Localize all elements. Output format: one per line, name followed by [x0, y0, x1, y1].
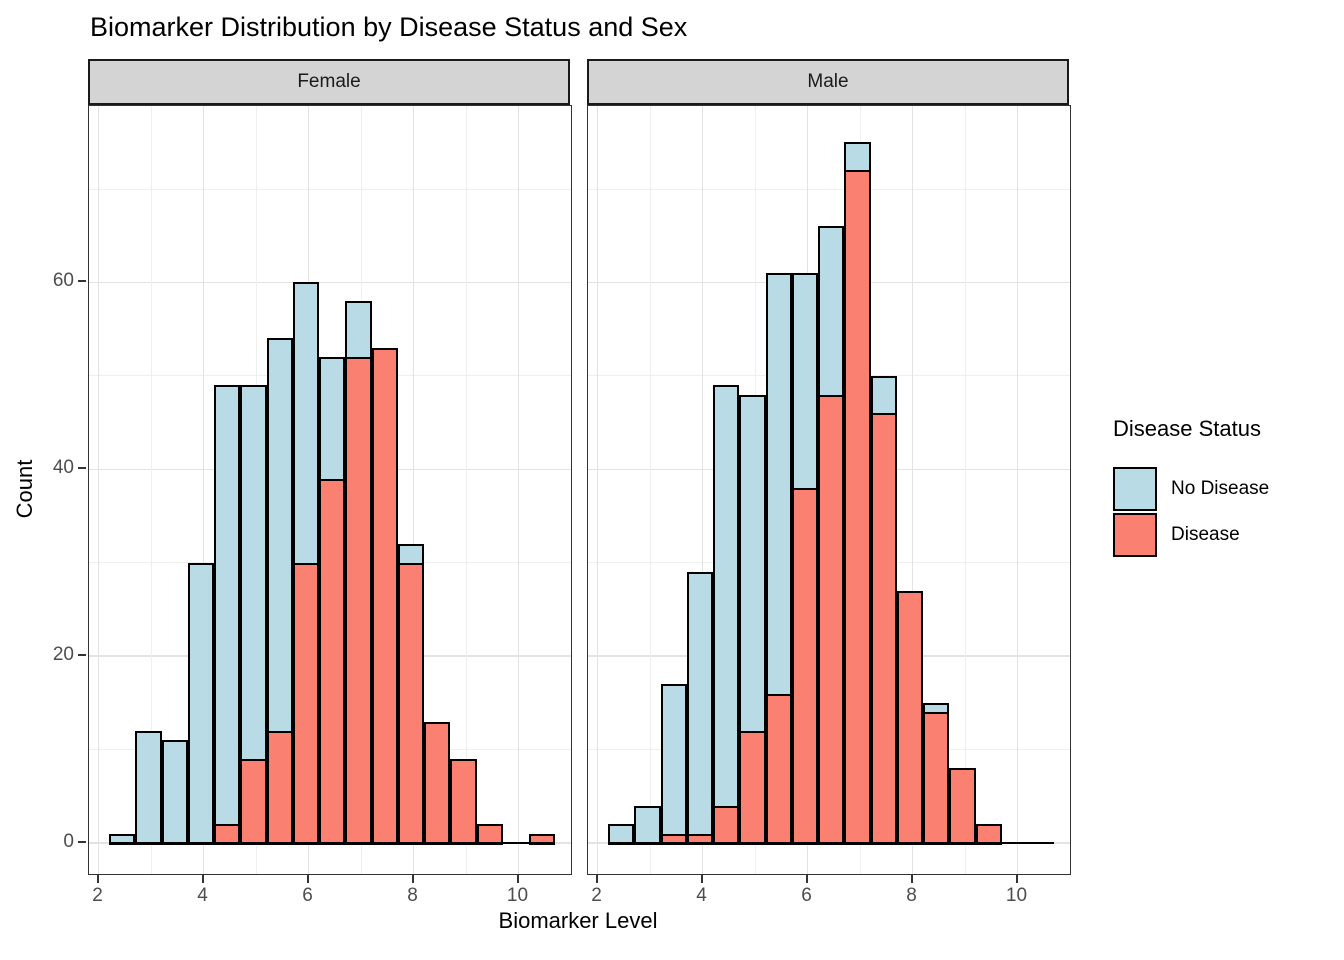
- gridline-y-minor: [588, 188, 1070, 190]
- bar-disease: [476, 824, 503, 845]
- bar-disease: [319, 478, 346, 845]
- facet-strip-female: Female: [88, 59, 570, 105]
- legend-entry-no-disease: No Disease: [1113, 466, 1269, 512]
- y-tick-label: 60: [52, 270, 74, 292]
- bar-disease: [739, 730, 766, 845]
- gridline-x-major: [1016, 106, 1019, 874]
- y-tick-label: 40: [52, 457, 74, 479]
- gridline-y-major: [89, 281, 571, 284]
- gridline-x-major: [202, 106, 205, 874]
- gridline-x-minor: [964, 106, 966, 874]
- bar-no-disease: [660, 684, 687, 845]
- chart-title: Biomarker Distribution by Disease Status…: [90, 12, 688, 42]
- x-tick-label: 4: [197, 885, 208, 906]
- x-tick-mark: [700, 875, 703, 883]
- gridline-y-minor: [89, 188, 571, 190]
- x-tick-mark: [516, 875, 519, 883]
- bar-disease: [450, 758, 477, 845]
- gridline-x-major: [97, 106, 100, 874]
- bar-no-disease: [161, 740, 188, 845]
- x-tick-mark: [595, 875, 598, 883]
- gridline-x-minor: [570, 106, 571, 874]
- y-tick-mark: [78, 841, 86, 843]
- legend-label-no-disease: No Disease: [1171, 478, 1270, 499]
- bar-disease: [975, 824, 1002, 845]
- x-tick-label: 10: [1005, 885, 1028, 906]
- bar-no-disease: [608, 824, 635, 845]
- bar-no-disease: [634, 805, 661, 845]
- bar-disease: [240, 758, 267, 845]
- bar-disease: [870, 413, 897, 845]
- bar-disease: [345, 357, 372, 845]
- facet-strip-female-label: Female: [297, 71, 361, 92]
- gridline-x-major: [596, 106, 599, 874]
- gridline-x-minor: [465, 106, 467, 874]
- bar-disease: [765, 693, 792, 845]
- x-tick-label: 6: [801, 885, 812, 906]
- facet-panel-female: [88, 105, 572, 875]
- y-tick-mark: [78, 467, 86, 470]
- bar-no-disease: [686, 572, 713, 845]
- x-axis-title: Biomarker Level: [498, 908, 658, 933]
- bar-disease: [896, 590, 923, 845]
- y-tick-label: 0: [63, 831, 74, 852]
- y-axis-title: Count: [12, 459, 37, 519]
- facet-strip-male-label: Male: [807, 71, 849, 92]
- bar-disease: [424, 721, 451, 845]
- legend-swatch-no-disease-icon: [1113, 467, 1157, 511]
- x-tick-mark: [1015, 875, 1018, 883]
- x-tick-mark: [910, 875, 913, 883]
- gridline-x-major: [517, 106, 520, 874]
- zero-baseline: [608, 842, 1055, 844]
- legend-entry-disease: Disease: [1113, 512, 1269, 558]
- bar-disease: [923, 712, 950, 845]
- bar-no-disease: [135, 730, 162, 845]
- legend: Disease Status No Disease Disease: [1113, 416, 1269, 558]
- x-tick-label: 8: [906, 885, 917, 906]
- bar-disease: [791, 487, 818, 845]
- bar-disease: [214, 824, 241, 845]
- x-tick-mark: [306, 875, 309, 883]
- bar-disease: [266, 730, 293, 845]
- legend-label-disease: Disease: [1171, 524, 1240, 545]
- bar-disease: [949, 768, 976, 845]
- bar-disease: [292, 562, 319, 845]
- bar-disease: [818, 394, 845, 845]
- gridline-x-minor: [649, 106, 651, 874]
- gridline-x-major: [701, 106, 704, 874]
- y-tick-label: 20: [52, 644, 74, 666]
- bar-no-disease: [713, 385, 740, 845]
- facet-strip-male: Male: [587, 59, 1069, 105]
- legend-title: Disease Status: [1113, 416, 1261, 441]
- x-tick-label: 10: [506, 885, 529, 906]
- x-tick-mark: [411, 875, 414, 883]
- zero-baseline: [109, 842, 556, 844]
- bar-disease: [371, 347, 398, 845]
- gridline-x-major: [911, 106, 914, 874]
- bar-no-disease: [187, 562, 214, 845]
- y-tick-mark: [78, 654, 86, 657]
- bar-disease: [397, 562, 424, 845]
- gridline-x-minor: [1069, 106, 1070, 874]
- facet-panel-male: [587, 105, 1071, 875]
- x-tick-mark: [805, 875, 808, 883]
- x-tick-label: 2: [92, 885, 103, 906]
- x-tick-mark: [96, 875, 99, 883]
- bar-disease: [844, 170, 871, 845]
- bar-no-disease: [214, 385, 241, 845]
- x-tick-label: 2: [591, 885, 602, 906]
- bar-disease: [713, 805, 740, 845]
- x-tick-label: 6: [302, 885, 313, 906]
- gridline-x-major: [412, 106, 415, 874]
- x-tick-label: 8: [407, 885, 418, 906]
- y-tick-mark: [78, 280, 86, 283]
- gridline-x-minor: [150, 106, 152, 874]
- legend-swatch-disease-icon: [1113, 513, 1157, 557]
- x-tick-mark: [201, 875, 204, 883]
- x-tick-label: 4: [696, 885, 707, 906]
